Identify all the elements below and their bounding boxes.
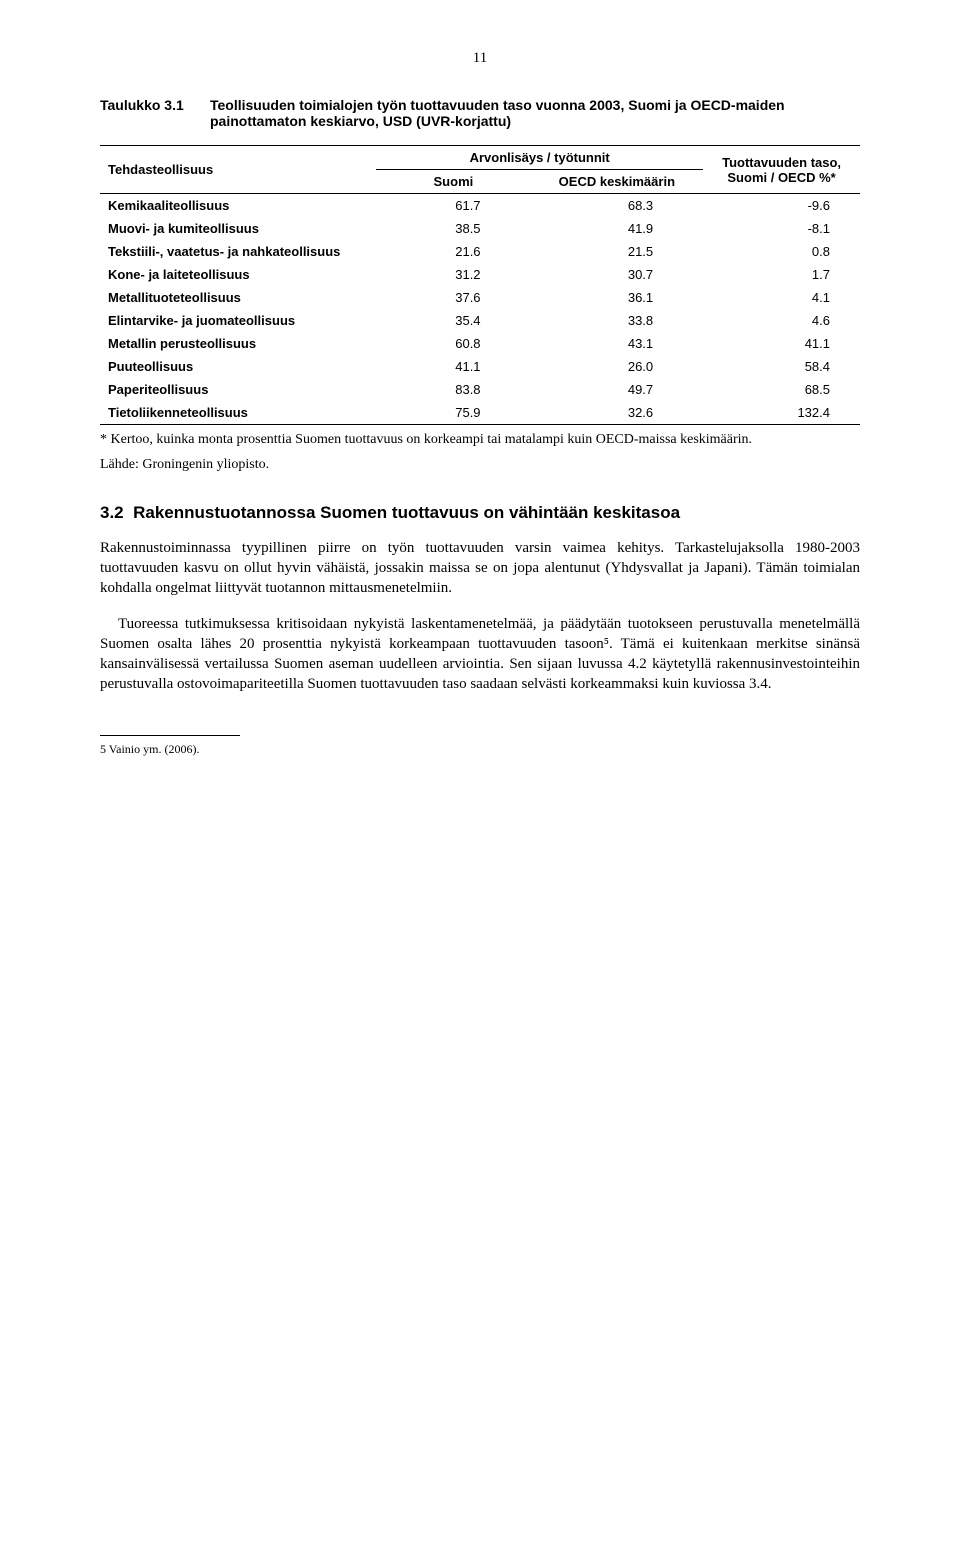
table-row: Metallituoteteollisuus37.636.14.1	[100, 286, 860, 309]
paragraph-1: Rakennustoiminnassa tyypillinen piirre o…	[100, 538, 860, 599]
cell-ratio: 58.4	[703, 355, 860, 378]
cell-oecd: 21.5	[531, 240, 704, 263]
cell-suomi: 75.9	[376, 401, 530, 425]
section-title-text: Rakennustuotannossa Suomen tuottavuus on…	[133, 503, 680, 522]
table-caption: Taulukko 3.1 Teollisuuden toimialojen ty…	[100, 97, 860, 129]
cell-suomi: 35.4	[376, 309, 530, 332]
table-row: Paperiteollisuus83.849.768.5	[100, 378, 860, 401]
cell-ratio: -8.1	[703, 217, 860, 240]
cell-ratio: 41.1	[703, 332, 860, 355]
row-label: Elintarvike- ja juomateollisuus	[100, 309, 376, 332]
row-label: Kemikaaliteollisuus	[100, 194, 376, 218]
cell-suomi: 61.7	[376, 194, 530, 218]
cell-oecd: 32.6	[531, 401, 704, 425]
cell-ratio: 4.1	[703, 286, 860, 309]
row-label: Paperiteollisuus	[100, 378, 376, 401]
cell-suomi: 41.1	[376, 355, 530, 378]
table-header-group: Arvonlisäys / työtunnit	[376, 146, 703, 170]
table-header-col2: OECD keskimäärin	[531, 170, 704, 194]
table-header-col3: Tuottavuuden taso, Suomi / OECD %*	[703, 146, 860, 194]
page-footnote: 5 Vainio ym. (2006).	[100, 742, 860, 757]
section-heading: 3.2 Rakennustuotannossa Suomen tuottavuu…	[100, 503, 860, 523]
table-title: Teollisuuden toimialojen työn tuottavuud…	[210, 97, 860, 129]
table-header-col1: Suomi	[376, 170, 530, 194]
cell-ratio: 4.6	[703, 309, 860, 332]
row-label: Metallituoteteollisuus	[100, 286, 376, 309]
table-footnote-source: Lähde: Groningenin yliopisto.	[100, 456, 860, 475]
row-label: Puuteollisuus	[100, 355, 376, 378]
row-label: Tekstiili-, vaatetus- ja nahkateollisuus	[100, 240, 376, 263]
row-label: Metallin perusteollisuus	[100, 332, 376, 355]
table-row: Tekstiili-, vaatetus- ja nahkateollisuus…	[100, 240, 860, 263]
cell-oecd: 26.0	[531, 355, 704, 378]
row-label: Tietoliikenneteollisuus	[100, 401, 376, 425]
cell-oecd: 33.8	[531, 309, 704, 332]
cell-suomi: 31.2	[376, 263, 530, 286]
cell-ratio: -9.6	[703, 194, 860, 218]
table-row: Kemikaaliteollisuus61.768.3-9.6	[100, 194, 860, 218]
cell-suomi: 38.5	[376, 217, 530, 240]
cell-ratio: 68.5	[703, 378, 860, 401]
paragraph-2: Tuoreessa tutkimuksessa kritisoidaan nyk…	[100, 614, 860, 695]
row-label: Kone- ja laiteteollisuus	[100, 263, 376, 286]
row-label: Muovi- ja kumiteollisuus	[100, 217, 376, 240]
cell-oecd: 36.1	[531, 286, 704, 309]
section-number: 3.2	[100, 503, 124, 522]
cell-suomi: 21.6	[376, 240, 530, 263]
document-page: 11 Taulukko 3.1 Teollisuuden toimialojen…	[0, 0, 960, 807]
table-row: Elintarvike- ja juomateollisuus35.433.84…	[100, 309, 860, 332]
cell-oecd: 30.7	[531, 263, 704, 286]
cell-ratio: 132.4	[703, 401, 860, 425]
cell-suomi: 37.6	[376, 286, 530, 309]
table-row: Tietoliikenneteollisuus75.932.6132.4	[100, 401, 860, 425]
table-row: Puuteollisuus41.126.058.4	[100, 355, 860, 378]
table-footnote-star: * Kertoo, kuinka monta prosenttia Suomen…	[100, 431, 860, 450]
cell-suomi: 83.8	[376, 378, 530, 401]
cell-oecd: 49.7	[531, 378, 704, 401]
footnote-divider	[100, 735, 240, 736]
cell-ratio: 0.8	[703, 240, 860, 263]
table-header-rowlabel: Tehdasteollisuus	[100, 146, 376, 194]
cell-ratio: 1.7	[703, 263, 860, 286]
cell-oecd: 41.9	[531, 217, 704, 240]
page-number: 11	[100, 50, 860, 67]
cell-oecd: 43.1	[531, 332, 704, 355]
productivity-table: Tehdasteollisuus Arvonlisäys / työtunnit…	[100, 145, 860, 425]
cell-suomi: 60.8	[376, 332, 530, 355]
table-row: Kone- ja laiteteollisuus31.230.71.7	[100, 263, 860, 286]
table-row: Muovi- ja kumiteollisuus38.541.9-8.1	[100, 217, 860, 240]
table-number: Taulukko 3.1	[100, 97, 210, 129]
table-row: Metallin perusteollisuus60.843.141.1	[100, 332, 860, 355]
cell-oecd: 68.3	[531, 194, 704, 218]
